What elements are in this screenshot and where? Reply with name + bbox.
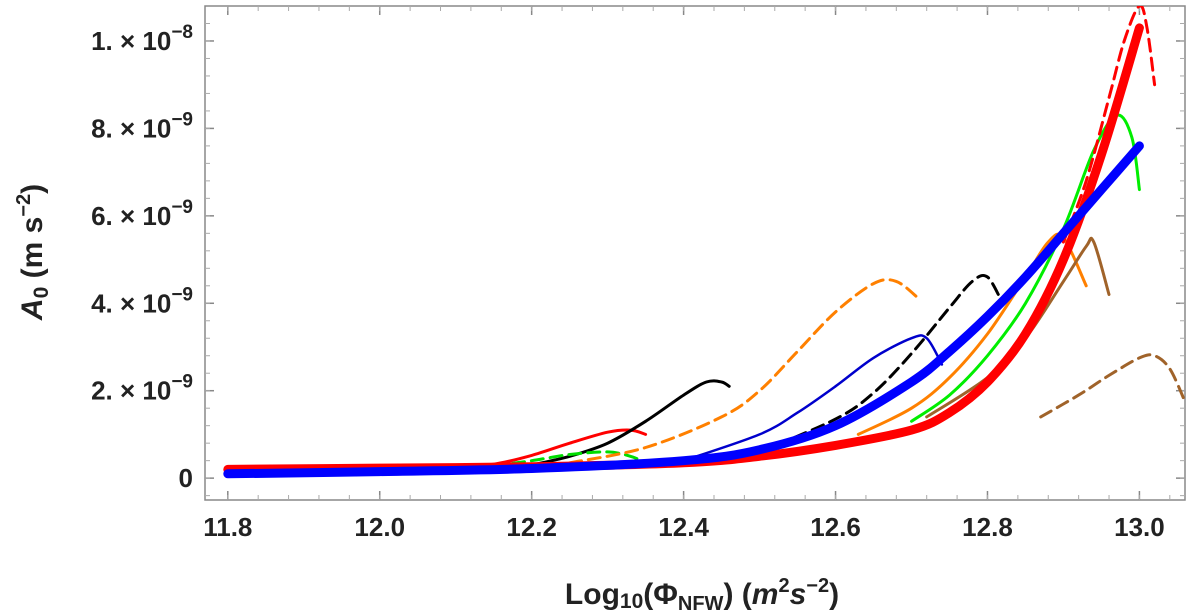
y-tick-labels: 0 2. × 10−9 4. × 10−9 6. × 10−9 8. × 10−9 1. …: [91, 22, 193, 493]
x-tick-label: 11.8: [203, 512, 252, 542]
x-tick-label: 12.2: [506, 512, 557, 542]
y-tick-label: 6. × 10−9: [91, 197, 193, 231]
x-tick-label: 12.0: [354, 512, 405, 542]
plot-frame: [204, 5, 1186, 501]
series-line-5: [568, 278, 921, 465]
x-tick-label: 12.8: [962, 512, 1013, 542]
x-tick-label: 12.6: [810, 512, 861, 542]
series-line-7: [758, 273, 1005, 454]
series-line-6: [682, 334, 944, 462]
y-axis-label: A0 (m s−2): [13, 184, 53, 321]
series-line-12: [1039, 353, 1185, 419]
y-tick-label: 8. × 10−9: [91, 109, 193, 143]
series-line-11: [1061, 6, 1157, 244]
series-group: [223, 6, 1185, 479]
y-tick-label: 1. × 10−8: [91, 22, 193, 56]
x-tick-label: 13.0: [1114, 512, 1165, 542]
series-line-1: [223, 141, 1144, 479]
series-line-0: [223, 23, 1144, 474]
x-axis-label: Log10(ΦNFW) (m2s−2): [565, 575, 839, 615]
y-tick-label: 4. × 10−9: [91, 284, 193, 318]
series-line-10: [910, 113, 1141, 423]
y-tick-label: 0: [179, 463, 193, 493]
y-tick-label: 2. × 10−9: [91, 372, 193, 406]
tick-marks: [205, 6, 1185, 500]
x-tick-labels: 11.8 12.0 12.2 12.4 12.6 12.8 13.0: [203, 512, 1165, 542]
x-tick-label: 12.4: [658, 512, 709, 542]
series-line-4: [492, 450, 648, 468]
